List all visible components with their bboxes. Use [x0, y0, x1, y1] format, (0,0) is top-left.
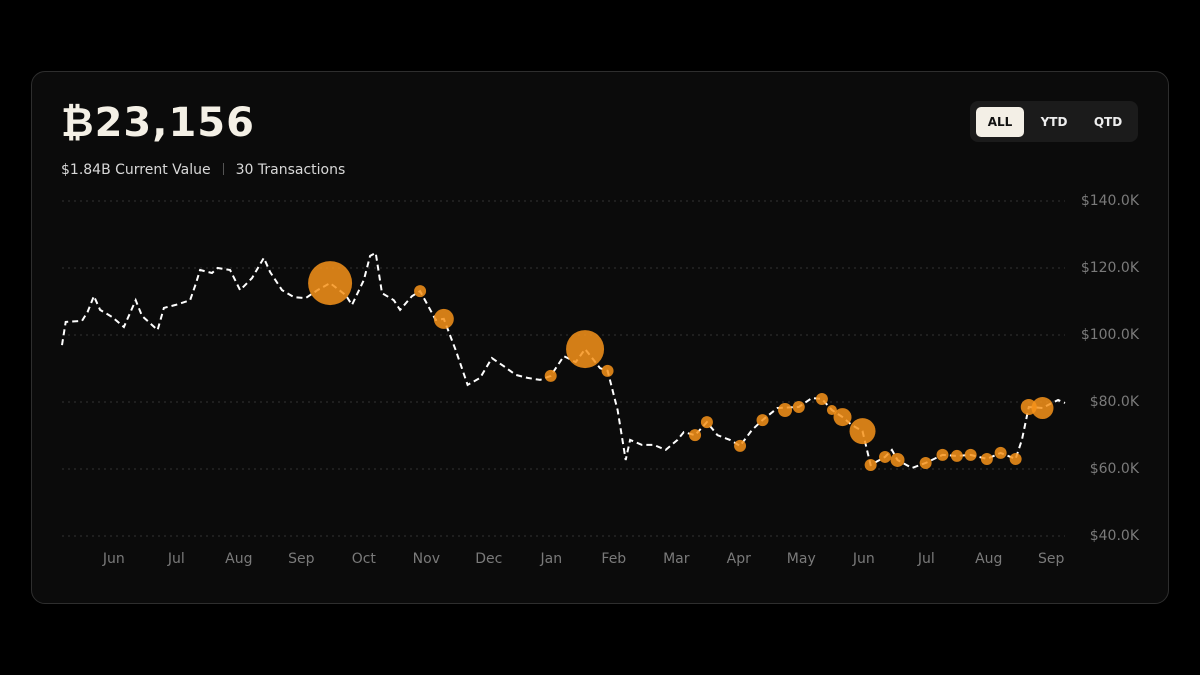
x-tick-label: Jul: [167, 551, 185, 567]
y-tick-label: $120.0K: [1081, 260, 1140, 276]
transaction-bubble: [792, 401, 805, 414]
x-tick-label: Sep: [1038, 551, 1065, 567]
x-tick-label: Mar: [663, 551, 690, 567]
transaction-bubble: [689, 429, 702, 442]
x-tick-label: Nov: [413, 551, 440, 567]
x-tick-label: Jun: [852, 551, 875, 567]
transaction-bubble: [826, 405, 837, 416]
transaction-bubble: [778, 403, 793, 418]
transaction-bubble: [1031, 397, 1054, 420]
x-tick-label: Jun: [102, 551, 125, 567]
transaction-bubble: [566, 330, 605, 369]
x-tick-label: May: [787, 551, 816, 567]
y-tick-label: $100.0K: [1081, 327, 1140, 343]
transaction-bubble: [950, 449, 963, 462]
price-line: [61, 251, 1066, 470]
x-tick-label: Feb: [601, 551, 626, 567]
x-tick-label: Dec: [475, 551, 502, 567]
transaction-bubble: [936, 448, 949, 461]
transaction-bubble: [433, 308, 454, 329]
range-button[interactable]: QTD: [1084, 107, 1132, 137]
transaction-bubble: [815, 392, 828, 405]
transaction-bubble: [994, 446, 1007, 459]
transactions: 30 Transactions: [235, 162, 346, 178]
balance: ₿23,156: [61, 100, 255, 146]
y-tick-label: $60.0K: [1090, 461, 1140, 477]
range-button[interactable]: YTD: [1030, 107, 1078, 137]
summary: $1.84B Current Value 30 Transactions: [61, 162, 345, 178]
x-tick-label: Jul: [917, 551, 935, 567]
x-tick-label: Jan: [540, 551, 563, 567]
y-tick-label: $140.0K: [1081, 193, 1140, 209]
current-value: $1.84B Current Value: [61, 162, 211, 178]
range-selector: ALL YTD QTD: [970, 101, 1138, 142]
transaction-bubble: [1009, 452, 1022, 465]
transaction-bubble: [544, 369, 557, 382]
separator: [222, 163, 224, 175]
y-tick-label: $40.0K: [1090, 528, 1140, 544]
x-tick-label: Aug: [225, 551, 252, 567]
x-tick-label: Sep: [288, 551, 315, 567]
x-tick-label: Oct: [352, 551, 377, 567]
transaction-bubble: [964, 448, 977, 461]
transaction-bubble: [833, 408, 852, 427]
transaction-bubble: [414, 285, 427, 298]
transaction-bubble: [734, 439, 747, 452]
transaction-bubble: [601, 364, 614, 377]
transaction-bubble: [700, 416, 713, 429]
transaction-bubble: [308, 261, 353, 306]
transaction-bubble: [849, 418, 876, 445]
transaction-bubble: [980, 452, 993, 465]
transaction-bubble: [864, 458, 877, 471]
transaction-bubble: [890, 452, 905, 467]
y-tick-label: $80.0K: [1090, 394, 1140, 410]
transaction-bubble: [879, 450, 892, 463]
x-tick-label: Apr: [727, 551, 751, 567]
transaction-bubble: [756, 414, 769, 427]
range-button[interactable]: ALL: [976, 106, 1024, 137]
transaction-bubble: [919, 456, 932, 469]
x-tick-label: Aug: [975, 551, 1002, 567]
